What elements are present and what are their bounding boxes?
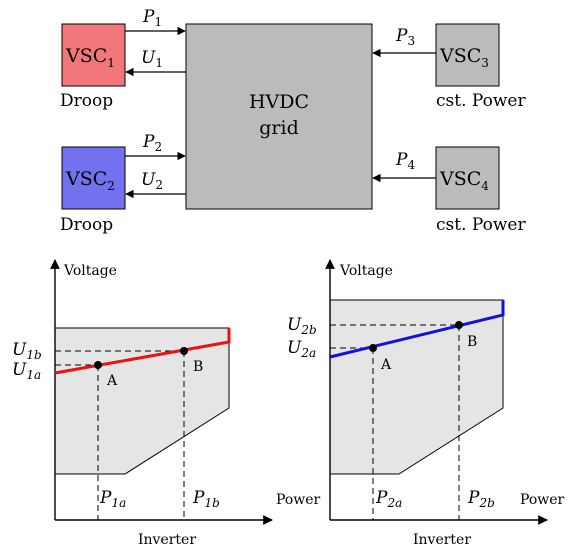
vsc2-label: VSC2	[65, 168, 115, 193]
right-y-axis-label: Voltage	[339, 263, 393, 279]
u1-label: U1	[141, 48, 163, 70]
p3-label: P3	[395, 26, 415, 48]
right-ua-label: U2a	[287, 338, 316, 360]
left-pb-label: P1b	[192, 488, 220, 510]
right-voltage-power-plot: A B Voltage Power Inverter U2b U2a P2a P…	[287, 259, 565, 548]
left-y-axis-label: Voltage	[63, 263, 117, 279]
vsc2-caption: Droop	[60, 215, 113, 235]
left-ub-label: U1b	[12, 340, 42, 362]
left-pa-label: P1a	[99, 488, 126, 510]
left-voltage-power-plot: A B Voltage Power Inverter U1b U1a P1a P…	[12, 259, 321, 548]
vsc2-block	[61, 146, 126, 210]
left-x-axis-label: Power	[276, 492, 321, 508]
left-x-caption: Inverter	[138, 532, 196, 548]
p4-label: P4	[395, 150, 415, 172]
right-operating-region	[329, 299, 504, 475]
right-point-b	[455, 321, 463, 329]
vsc1-caption: Droop	[60, 91, 113, 111]
left-point-a	[94, 361, 102, 369]
left-point-b-label: B	[193, 359, 203, 375]
left-point-a-label: A	[106, 373, 118, 389]
right-ub-label: U2b	[287, 315, 317, 337]
left-droop-line	[54, 328, 231, 375]
right-pb-label: P2b	[467, 488, 495, 510]
right-point-b-label: B	[467, 334, 477, 350]
hvdc-grid-block	[185, 23, 373, 210]
left-ua-label: U1a	[12, 360, 41, 382]
right-pa-label: P2a	[375, 488, 402, 510]
right-droop-line	[329, 300, 505, 359]
vsc3-label: VSC3	[439, 45, 489, 70]
right-x-axis-label: Power	[520, 492, 565, 508]
p1-label: P1	[142, 7, 162, 29]
vsc4-block	[435, 146, 500, 210]
u2-label: U2	[141, 170, 163, 192]
vsc3-caption: cst. Power	[436, 91, 526, 111]
right-x-caption: Inverter	[413, 532, 471, 548]
vsc4-label: VSC4	[439, 168, 489, 193]
left-operating-region	[54, 327, 230, 475]
hvdc-grid-label-line2: grid	[259, 117, 298, 139]
vsc3-block	[435, 23, 500, 87]
hvdc-grid-label-line1: HVDC	[249, 91, 309, 113]
left-point-b	[180, 347, 188, 355]
vsc4-caption: cst. Power	[436, 215, 526, 235]
right-point-a	[369, 344, 377, 352]
vsc1-label: VSC1	[65, 45, 115, 70]
right-point-a-label: A	[380, 357, 392, 373]
p2-label: P2	[142, 132, 162, 154]
vsc1-block	[61, 23, 126, 87]
